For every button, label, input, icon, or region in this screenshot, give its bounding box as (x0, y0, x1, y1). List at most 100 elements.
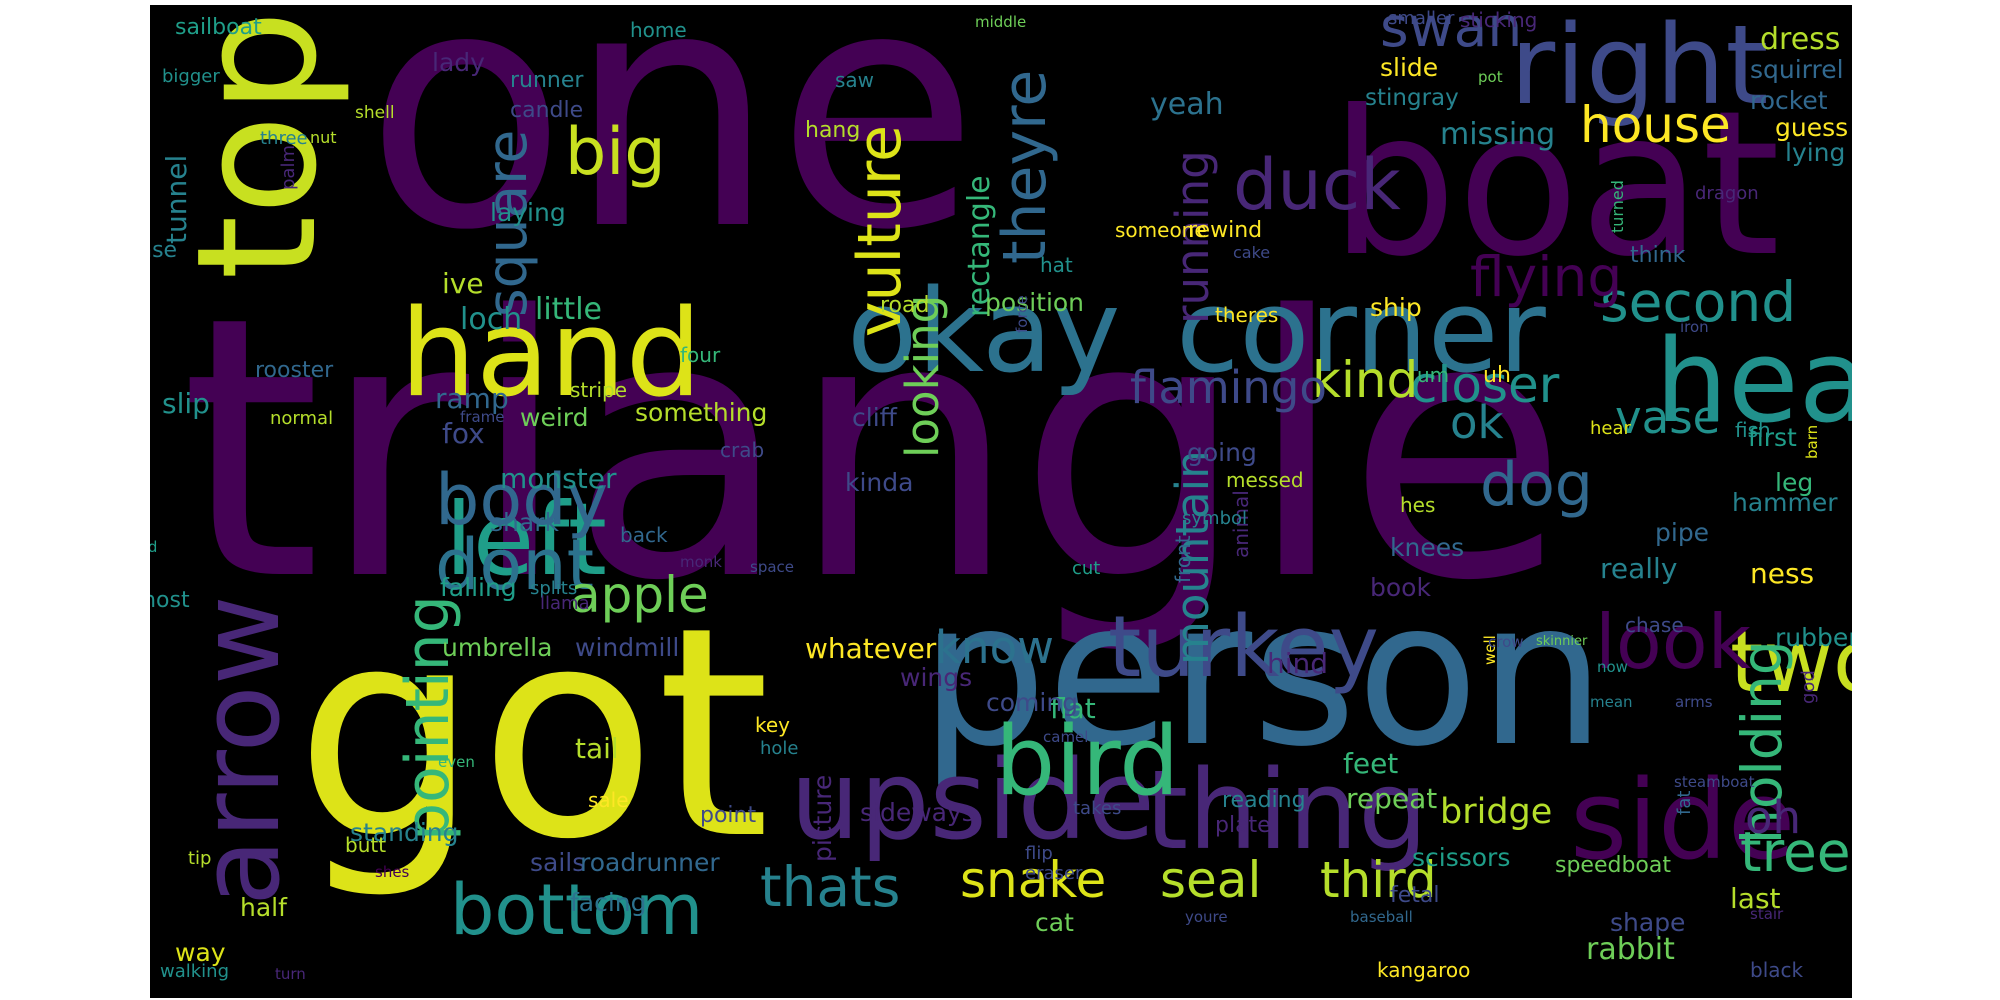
word-stingray: stingray (1365, 85, 1459, 111)
word-pipe: pipe (1655, 518, 1710, 547)
word-hind: hind (1267, 647, 1329, 680)
word-force: force (1013, 295, 1031, 333)
word-windmill: windmill (575, 633, 680, 662)
word-facing: facing (570, 888, 647, 917)
word-coming: coming (986, 688, 1079, 717)
word-snake: snake (960, 851, 1107, 909)
word-reading: reading (1222, 788, 1306, 813)
word-cloud: one triangle got person boat top right upside th… (150, 5, 1852, 998)
word-okay: okay (847, 265, 1121, 399)
word-hand: hand (400, 285, 702, 424)
word-whatever: whatever (805, 632, 937, 665)
word-seal: seal (1160, 851, 1262, 909)
word-think: think (1630, 243, 1686, 268)
word-theyre: theyre (990, 69, 1060, 264)
word-flip: flip (1025, 843, 1053, 864)
word-dragon: dragon (1695, 183, 1759, 204)
word-swan: swan (1380, 5, 1523, 59)
word-lady: lady (432, 48, 485, 77)
word-turn: turn (275, 965, 306, 983)
word-squirrel: squirrel (1750, 55, 1844, 84)
word-barn: barn (1803, 424, 1821, 459)
word-kid: kid (150, 538, 158, 556)
word-bottom: bottom (450, 869, 704, 951)
word-crab: crab (720, 438, 765, 462)
word-fat: fat (1674, 790, 1695, 815)
word-picture: picture (808, 774, 837, 862)
word-position: position (985, 288, 1085, 317)
word-palm: palm (278, 145, 299, 190)
word-stripe: stripe (570, 378, 628, 402)
word-half: half (240, 893, 287, 922)
word-space: space (750, 558, 795, 576)
word-four: four (680, 343, 721, 367)
word-last: last (1730, 882, 1781, 915)
word-going: going (1187, 438, 1257, 467)
word-right: right (1510, 5, 1769, 129)
word-standing: standing (350, 818, 459, 847)
word-camel: camel (1043, 728, 1089, 746)
word-smaller: smaller (1388, 8, 1455, 29)
word-butt: butt (345, 833, 387, 857)
word-second: second (1600, 270, 1797, 334)
word-three: three (260, 128, 308, 149)
word-rocket: rocket (1750, 86, 1828, 115)
word-kangaroo: kangaroo (1377, 958, 1471, 982)
word-side: side (1570, 756, 1796, 884)
word-shes: shes (375, 863, 410, 881)
word-head: head (1655, 315, 1852, 449)
word-normal: normal (270, 408, 334, 429)
word-theres: theres (1215, 303, 1279, 327)
word-sticking: sticking (1460, 8, 1538, 32)
word-sails: sails (530, 848, 586, 877)
word-speedboat: speedboat (1555, 853, 1671, 878)
word-really: really (1600, 552, 1678, 585)
word-scissors: scissors (1412, 843, 1511, 872)
word-runner: runner (510, 68, 584, 93)
word-hammer: hammer (1732, 488, 1838, 517)
word-thats: thats (760, 855, 901, 919)
word-front: front (1171, 535, 1195, 583)
word-yeah: yeah (1150, 87, 1224, 122)
word-plate: plate (1215, 813, 1271, 838)
word-ship: ship (1370, 293, 1422, 322)
word-book: book (1370, 573, 1431, 602)
word-someone: someone (1115, 218, 1207, 242)
word-hat: hat (1040, 253, 1073, 277)
word-llama: llama (540, 593, 590, 614)
word-big: big (565, 115, 666, 190)
word-symbol: symbol (1182, 508, 1248, 529)
word-body: body (435, 459, 609, 541)
word-laying: laying (490, 198, 566, 227)
word-boat: boat (1330, 68, 1781, 301)
word-sale: sale (588, 788, 629, 812)
word-house: house (1580, 96, 1731, 154)
word-chase: chase (1625, 613, 1684, 637)
word-flamingo: flamingo (1130, 361, 1327, 414)
word-tip: tip (188, 848, 212, 869)
word-cat: cat (1035, 908, 1074, 937)
word-dress: dress (1760, 22, 1841, 57)
word-wings: wings (900, 663, 973, 692)
word-mean: mean (1590, 693, 1633, 711)
word-thing: thing (1145, 746, 1428, 874)
word-slip: slip (162, 387, 210, 420)
word-cut: cut (1072, 558, 1101, 579)
word-triangle: triangle (180, 240, 1568, 659)
word-got: got (295, 566, 771, 903)
word-pot: pot (1478, 68, 1503, 86)
word-middle: middle (975, 13, 1027, 31)
word-saw: saw (835, 68, 875, 92)
word-two: two (1730, 613, 1852, 712)
word-corner: corner (1176, 265, 1546, 399)
word-back: back (620, 523, 668, 547)
word-cake: cake (1233, 243, 1271, 262)
word-vase: vase (1615, 391, 1721, 444)
word-guess: guess (1775, 113, 1849, 142)
word-closer: closer (1410, 356, 1560, 414)
word-flat: flat (1050, 692, 1096, 725)
word-fox: fox (442, 417, 485, 450)
word-god: god (1798, 670, 1819, 704)
word-crow: crow (1488, 633, 1524, 651)
word-look: look (1595, 598, 1752, 686)
